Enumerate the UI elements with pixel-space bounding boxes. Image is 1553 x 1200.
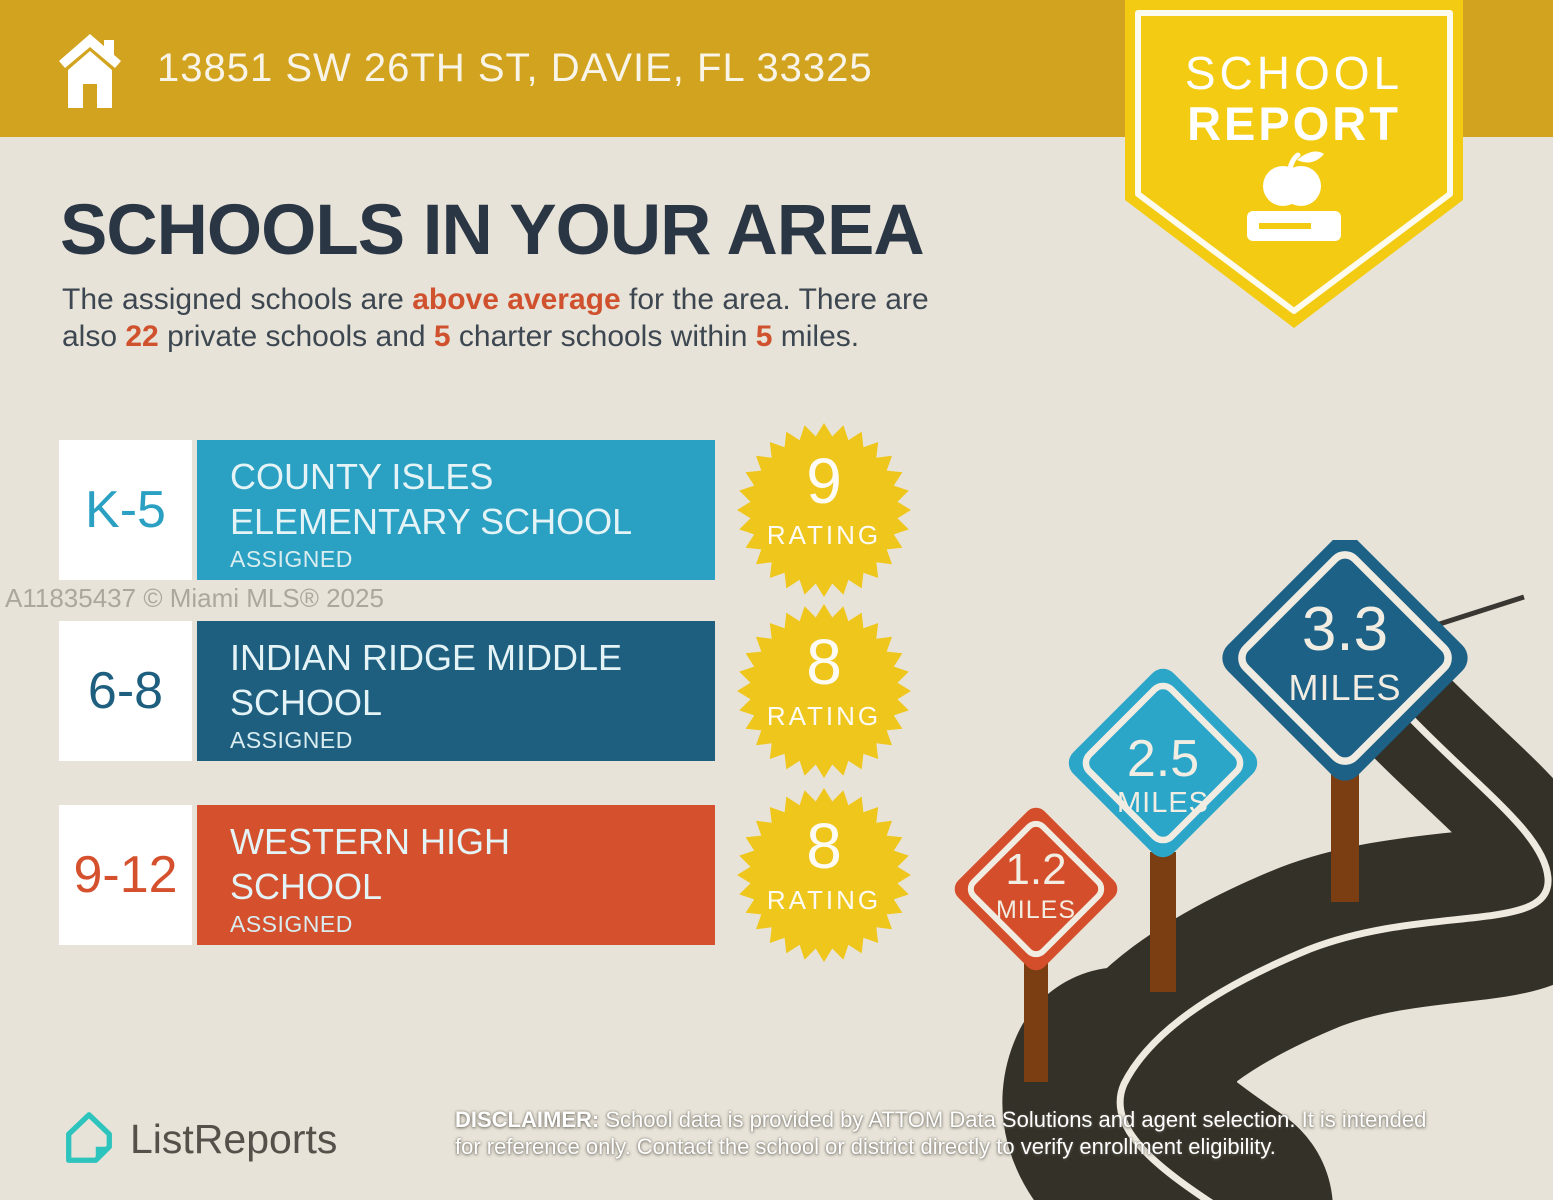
disclaimer-line2: for reference only. Contact the school o… xyxy=(455,1134,1276,1159)
intro-seg: The assigned schools are xyxy=(62,283,413,316)
distance-sign-3-3-miles: 3.3 MILES xyxy=(1222,540,1468,781)
brand-name: ListReports xyxy=(130,1115,338,1162)
intro-highlight: 5 xyxy=(433,320,451,353)
intro-seg: for the area. There are xyxy=(620,283,929,316)
distance-sign-2-5-miles: 2.5 MILES xyxy=(1068,668,1258,858)
rating-label: RATING xyxy=(766,520,882,550)
rating-seal: 8 RATING xyxy=(736,603,912,779)
intro-highlight: 5 xyxy=(755,320,773,353)
intro-seg: private schools and xyxy=(158,320,434,353)
page-title: SCHOOLS IN YOUR AREA xyxy=(60,191,925,270)
distance-sign-1-2-miles: 1.2 MILES xyxy=(954,807,1118,971)
rating-value: 9 xyxy=(806,445,842,517)
sign-post xyxy=(1150,852,1176,992)
disclaimer-label: DISCLAIMER: xyxy=(455,1107,600,1132)
school-row-middle: 6-8 INDIAN RIDGE MIDDLE SCHOOL ASSIGNED 8… xyxy=(59,604,911,778)
school-row-high: 9-12 WESTERN HIGH SCHOOL ASSIGNED 8 RATIN… xyxy=(59,788,911,962)
rating-value: 8 xyxy=(806,810,842,882)
intro-highlight: 22 xyxy=(125,320,159,353)
listreports-brand: ListReports xyxy=(60,1108,337,1170)
ribbon-inner-border xyxy=(1135,10,1453,314)
school-bar: COUNTY ISLES ELEMENTARY SCHOOL ASSIGNED xyxy=(197,440,715,580)
grade-range: 9-12 xyxy=(59,805,192,945)
distance-unit: MILES xyxy=(996,896,1076,924)
rating-seal: 9 RATING xyxy=(736,422,912,598)
school-status: ASSIGNED xyxy=(230,546,353,572)
sign-post xyxy=(1024,960,1048,1082)
mls-watermark: A11835437 © Miami MLS® 2025 xyxy=(5,583,384,613)
distance-value: 3.3 xyxy=(1302,595,1388,664)
intro-seg: also xyxy=(62,320,126,353)
rating-label: RATING xyxy=(766,701,882,731)
school-bar: WESTERN HIGH SCHOOL ASSIGNED xyxy=(197,805,715,945)
ribbon-line2: REPORT xyxy=(1187,97,1401,150)
distance-unit: MILES xyxy=(1288,667,1401,708)
school-row-elementary: K-5 COUNTY ISLES ELEMENTARY SCHOOL ASSIGN… xyxy=(59,423,911,597)
listreports-logo-icon xyxy=(66,1112,112,1163)
starburst-shape xyxy=(737,788,911,962)
starburst-shape xyxy=(737,423,911,597)
apple-on-book-icon xyxy=(1247,151,1341,241)
school-name: COUNTY ISLES ELEMENTARY SCHOOL xyxy=(230,456,633,542)
rating-seal: 8 RATING xyxy=(736,787,912,963)
school-name: WESTERN HIGH SCHOOL xyxy=(230,821,511,907)
intro-highlight: above average xyxy=(412,283,621,316)
home-icon xyxy=(59,34,121,108)
grade-range: K-5 xyxy=(59,440,192,580)
road-scene: 1.2 MILES 2.5 MILES 3.3 MILES xyxy=(954,540,1553,1200)
disclaimer-line1: School data is provided by ATTOM Data So… xyxy=(599,1107,1427,1132)
rating-value: 8 xyxy=(806,626,842,698)
distance-unit: MILES xyxy=(1117,787,1209,819)
intro-text: The assigned schools are above average f… xyxy=(62,281,1082,355)
road-centerline xyxy=(1116,649,1552,1200)
distance-value: 2.5 xyxy=(1127,730,1199,788)
disclaimer: DISCLAIMER: School data is provided by A… xyxy=(455,1106,1475,1160)
school-report-ribbon: SCHOOL REPORT xyxy=(1125,0,1463,328)
rating-label: RATING xyxy=(766,885,882,915)
ribbon-line1: SCHOOL xyxy=(1185,47,1403,99)
school-bar: INDIAN RIDGE MIDDLE SCHOOL ASSIGNED xyxy=(197,621,715,761)
intro-seg: miles. xyxy=(772,320,860,353)
school-name: INDIAN RIDGE MIDDLE SCHOOL xyxy=(230,637,623,723)
grade-range: 6-8 xyxy=(59,621,192,761)
starburst-shape xyxy=(737,604,911,778)
intro-seg: charter schools within xyxy=(450,320,756,353)
school-status: ASSIGNED xyxy=(230,911,353,937)
school-status: ASSIGNED xyxy=(230,727,353,753)
distance-value: 1.2 xyxy=(1005,845,1066,894)
sign-post xyxy=(1331,772,1359,902)
property-address: 13851 SW 26TH ST, DAVIE, FL 33325 xyxy=(157,46,873,90)
